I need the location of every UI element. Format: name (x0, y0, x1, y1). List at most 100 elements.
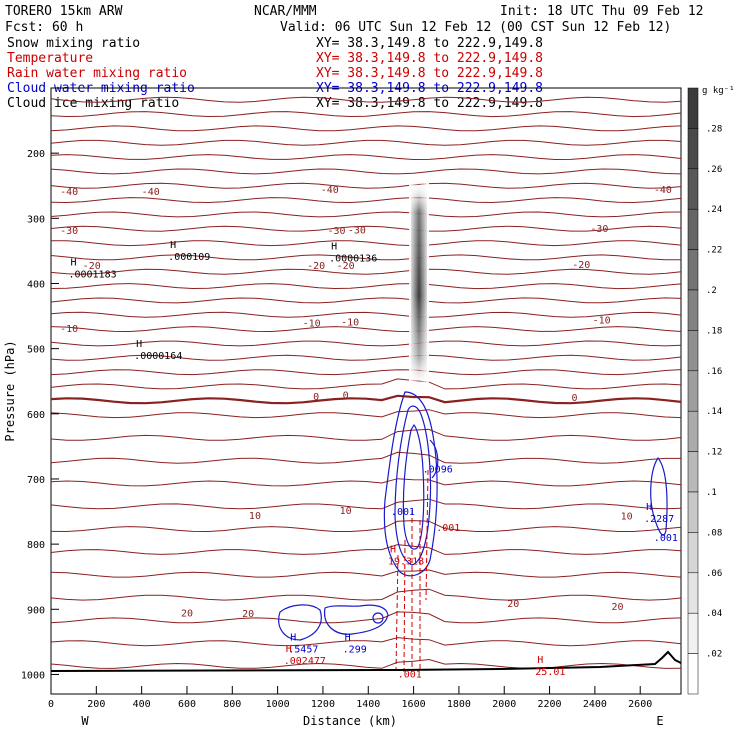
temperature-label: -10 (341, 317, 359, 328)
isotherm-line-27 (50, 520, 682, 533)
cloud-contour-lobe (429, 439, 439, 479)
legend-rain-label: Rain water mixing ratio (7, 66, 187, 81)
isotherm-line-0 (50, 96, 682, 103)
maximum-marker: H (290, 632, 296, 643)
colorbar-cell (687, 330, 699, 372)
cloud-contour-inner (402, 423, 425, 550)
isotherm-line-32 (50, 637, 682, 647)
isotherm-line-12 (50, 268, 682, 275)
colorbar-label: .22 (706, 246, 722, 256)
maximum-value: .000109 (168, 252, 210, 263)
isotherm-line-19 (50, 369, 682, 376)
colorbar-cell (687, 168, 699, 210)
isotherm-line-17 (50, 340, 682, 347)
plot-area: -40 -40 -40 -40-30 -30 -30 -30-20 -20 -20 -20-10-… (50, 87, 682, 695)
colorbar-cell (687, 612, 699, 654)
x-tick-label-2600: 2600 (628, 699, 652, 710)
isotherm-line-24 (50, 451, 681, 464)
maximum-marker: H (537, 655, 543, 666)
x-tick-label-1000: 1000 (266, 699, 290, 710)
temperature-label: -30 (60, 226, 78, 237)
temperature-label: 10 (340, 506, 352, 517)
legend-cloudice-label: Cloud ice mixing ratio (7, 96, 179, 111)
forecast-hour: Fcst: 60 h (5, 20, 83, 35)
y-tick-label-200: 200 (27, 149, 45, 160)
maximum-marker: H (646, 502, 652, 513)
colorbar-label: .06 (706, 569, 722, 579)
legend-snow-xy: XY= 38.3,149.8 to 222.9,149.8 (316, 36, 543, 51)
isotherm-line-1 (50, 111, 682, 118)
temperature-label: -30 (328, 226, 346, 237)
isotherm-line-21 (50, 394, 682, 405)
temperature-label: 20 (242, 609, 254, 620)
contour-value: .0096 (423, 464, 453, 475)
y-tick-label-300: 300 (27, 214, 45, 225)
cloud-water-contours (278, 391, 668, 641)
valid-time: Valid: 06 UTC Sun 12 Feb 12 (00 CST Sun … (280, 20, 671, 35)
colorbar-cell (687, 532, 699, 574)
colorbar-label: .2 (706, 286, 717, 296)
isotherm-line-33 (50, 658, 682, 669)
y-tick-label-800: 800 (27, 540, 45, 551)
rain-contour-5 (425, 469, 429, 601)
y-tick-label-400: 400 (27, 279, 45, 290)
model-title: TORERO 15km ARW (5, 4, 123, 19)
isotherm-line-5 (50, 168, 682, 175)
colorbar-cell (687, 370, 699, 412)
temperature-label: -20 (307, 261, 325, 272)
colorbar-label: .16 (706, 367, 722, 377)
colorbar-label: .14 (706, 407, 722, 417)
temperature-label: -20 (83, 261, 101, 272)
temperature-label: -40 (142, 187, 160, 198)
contour-value: .001 (398, 670, 422, 681)
colorbar-cell (687, 208, 699, 250)
rain-water-contours (395, 469, 429, 673)
maximum-marker: H (136, 339, 142, 350)
colorbar: .28 .26 .24 .22 .2 .18 .16 .14 .12 .1 .08 .06 .04 .02 (687, 87, 722, 695)
temperature-label: -10 (303, 319, 321, 330)
maximum-value: .299 (343, 644, 367, 655)
isotherm-line-18 (50, 354, 682, 361)
isotherm-line-2 (50, 125, 682, 132)
contour-value: .001 (654, 533, 678, 544)
colorbar-label: .28 (706, 124, 722, 134)
x-tick-label-1600: 1600 (402, 699, 426, 710)
y-tick-label-500: 500 (27, 345, 45, 356)
isotherm-line-7 (50, 197, 682, 204)
cloud-contour-low-mid (324, 604, 389, 635)
x-tick-label-400: 400 (133, 699, 151, 710)
isotherm-line-4 (50, 154, 682, 161)
cloud-contour-low-core (372, 612, 384, 624)
isotherm-line-28 (50, 544, 682, 555)
colorbar-label: .18 (706, 326, 722, 336)
isotherm-line-22 (50, 409, 682, 419)
isotherm-line-15 (50, 311, 682, 318)
colorbar-label: .26 (706, 165, 722, 175)
init-time: Init: 18 UTC Thu 09 Feb 12 (500, 4, 704, 19)
x-tick-label-1400: 1400 (356, 699, 380, 710)
colorbar-cell (687, 410, 699, 452)
temperature-label: 0 (343, 390, 349, 401)
temperature-label: 20 (612, 602, 624, 613)
x-tick-label-0: 0 (48, 699, 54, 710)
x-tick-label-2200: 2200 (538, 699, 562, 710)
temperature-label: -40 (321, 185, 339, 196)
maximum-value: .0000136 (329, 253, 377, 264)
maximum-value: .2287 (644, 514, 674, 525)
temperature-label: -40 (60, 187, 78, 198)
maximum-value: .0000164 (134, 351, 182, 362)
temperature-label: 0 (313, 392, 319, 403)
maximum-value: .0001183 (68, 270, 116, 281)
colorbar-label: .04 (706, 609, 722, 619)
annotations: -40 -40 -40 -40-30 -30 -30 -30-20 -20 -20 -20-10-… (60, 185, 678, 681)
colorbar-unit: g kg⁻¹ (702, 86, 735, 96)
isotherm-line-25 (50, 478, 682, 487)
temperature-label: -20 (337, 261, 355, 272)
axes: Distance (km) Pressure (hPa) W E 0 200 400… (3, 149, 664, 728)
x-axis-label: Distance (km) (303, 714, 397, 728)
x-tick-label-800: 800 (223, 699, 241, 710)
cloud-contour-east (650, 456, 668, 536)
colorbar-cell (687, 572, 699, 614)
isotherm-line-13 (50, 283, 682, 290)
temperature-label: 10 (249, 511, 261, 522)
